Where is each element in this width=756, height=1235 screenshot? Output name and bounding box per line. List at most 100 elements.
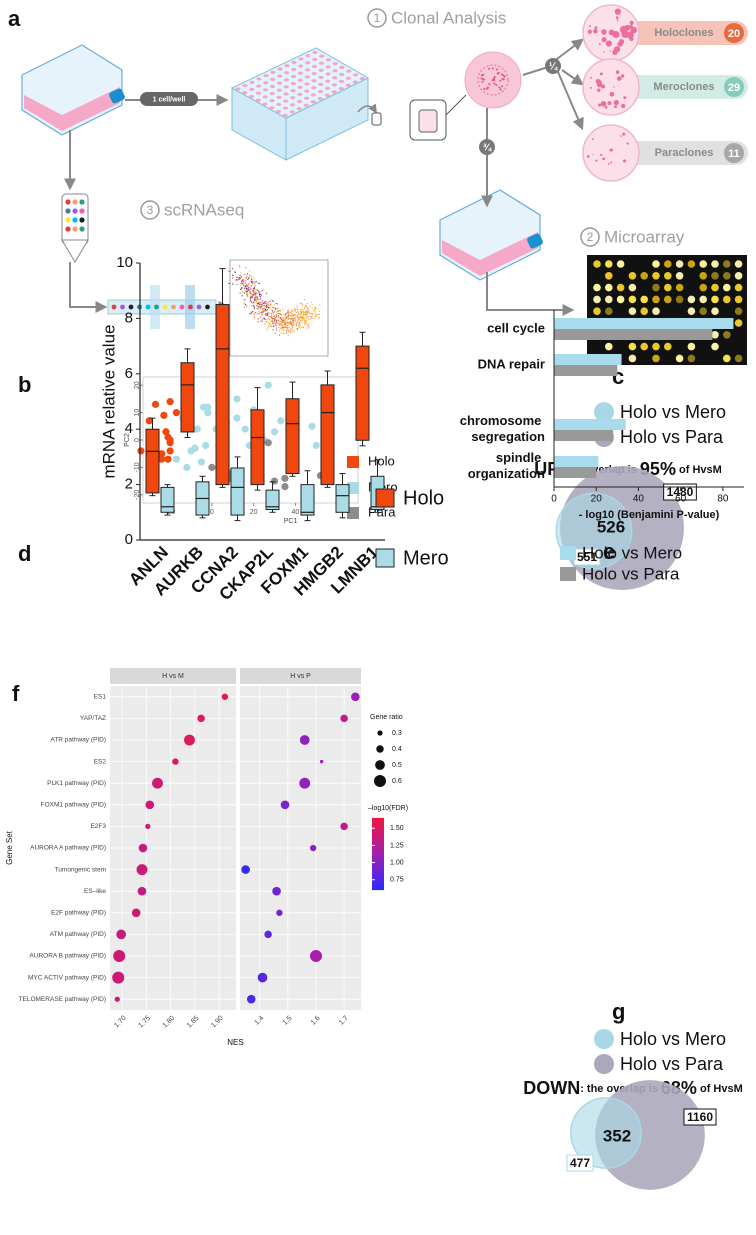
umap-point: [267, 321, 270, 324]
spot: [699, 307, 707, 316]
well: [242, 84, 248, 88]
point: [270, 428, 279, 436]
fraction-badge: [545, 58, 561, 74]
colony: [620, 135, 622, 137]
cell: [162, 304, 168, 310]
umap-point: [317, 313, 319, 316]
umap-point: [257, 302, 259, 305]
umap-point: [298, 317, 300, 319]
umap-point: [258, 295, 261, 297]
umap-point: [296, 305, 298, 307]
colony: [612, 31, 620, 39]
umap-point: [245, 285, 247, 287]
umap-point: [236, 283, 238, 285]
colony: [607, 163, 610, 165]
umap-point: [258, 306, 260, 308]
umap-point: [308, 316, 310, 318]
dot: [197, 714, 205, 723]
legend-swatch: [375, 488, 395, 508]
point: [166, 398, 174, 406]
umap-point: [261, 303, 263, 306]
colorbar-step: [372, 865, 384, 869]
umap-point: [258, 305, 261, 307]
x-tick-label: 40: [291, 509, 299, 516]
well: [276, 81, 283, 85]
y-tick-label: -20: [134, 490, 141, 500]
spot: [664, 342, 672, 351]
umap-point: [299, 317, 301, 319]
umap-point: [299, 302, 301, 304]
well: [297, 78, 303, 82]
umap-point: [269, 320, 272, 322]
well: [277, 74, 283, 78]
umap-point: [243, 280, 245, 282]
umap-point: [300, 317, 302, 319]
x-tick-label: 40: [633, 494, 645, 505]
umap-point: [258, 291, 260, 293]
umap-point: [255, 289, 257, 291]
colorbar-step: [372, 879, 384, 883]
umap-point: [255, 311, 257, 314]
umap-point: [284, 322, 286, 325]
umap-point: [252, 311, 254, 313]
colony: [592, 153, 594, 156]
umap-point: [267, 307, 270, 309]
well: [325, 65, 331, 69]
step-badge: [367, 8, 387, 28]
umap-point: [262, 307, 265, 309]
facet-strip: [110, 668, 236, 684]
colony: [591, 138, 594, 140]
umap-point: [240, 283, 243, 285]
spot: [723, 354, 731, 363]
umap-point: [261, 320, 263, 323]
colony: [601, 37, 607, 43]
umap-point: [273, 325, 275, 327]
umap-point: [269, 323, 271, 326]
umap-point: [258, 303, 260, 305]
colony: [615, 16, 619, 20]
point: [208, 463, 216, 471]
cell: [72, 217, 78, 223]
spot: [652, 307, 660, 316]
umap-point: [314, 307, 317, 309]
umap-point: [295, 322, 298, 324]
cell: [493, 82, 496, 85]
umap-point: [242, 282, 244, 284]
well: [345, 76, 352, 80]
umap-point: [315, 308, 317, 310]
dot: [113, 950, 126, 962]
cell: [72, 208, 78, 214]
umap-point: [262, 310, 264, 312]
colony: [610, 161, 613, 164]
umap-point: [268, 318, 270, 321]
dot: [299, 777, 311, 789]
umap-point: [274, 310, 276, 312]
box: [250, 409, 265, 486]
colorbar-step: [372, 851, 384, 855]
umap-point: [272, 329, 274, 331]
panel-label: f: [12, 681, 20, 706]
cell: [500, 73, 503, 76]
umap-point: [300, 309, 302, 311]
well: [297, 92, 303, 97]
well: [311, 64, 318, 69]
step-title: Microarray: [604, 227, 685, 246]
umap-point: [311, 304, 313, 306]
umap-point: [264, 308, 266, 310]
point: [172, 409, 180, 417]
well: [283, 99, 289, 103]
umap-point: [252, 283, 254, 285]
umap-point: [293, 318, 295, 320]
colorbar-step: [372, 821, 384, 825]
y-tick-label: 0: [134, 438, 141, 442]
umap-point: [278, 319, 280, 321]
umap-point: [263, 317, 265, 319]
clone-count: 20: [728, 28, 740, 40]
point: [145, 417, 153, 425]
umap-point: [271, 306, 273, 308]
spot: [628, 342, 637, 351]
umap-point: [314, 306, 316, 308]
umap-point: [291, 326, 294, 329]
category-label: cell cycle: [487, 320, 545, 335]
umap-point: [287, 331, 289, 333]
